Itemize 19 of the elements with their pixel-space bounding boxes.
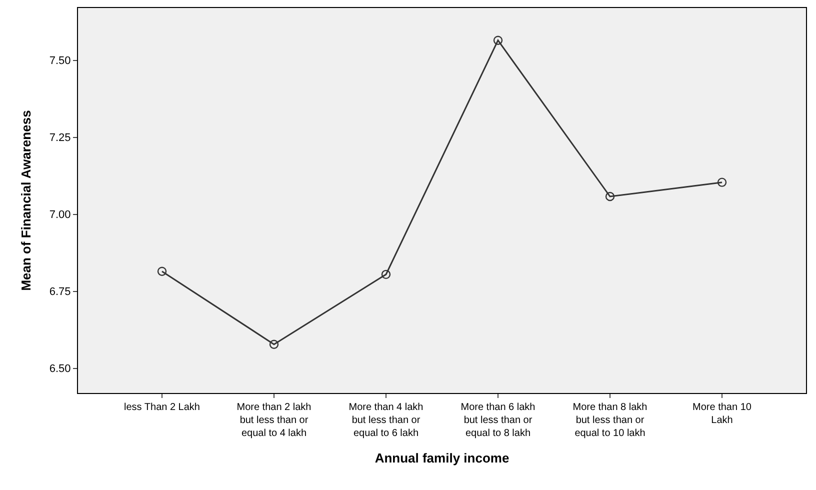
x-tick-label: More than 10 Lakh [692,402,752,426]
x-axis-title: Annual family income [374,450,510,466]
point [605,192,615,202]
x-tick-label: More than 6 lakh but less than or equal to 8 lakh [460,402,536,439]
x-tick-label: less Than 2 Lakh [124,402,200,413]
point [717,178,727,187]
point [269,340,279,349]
y-tick-label: 7.25 [49,132,71,144]
y-axis-title: Mean of Financial Awareness [18,110,34,291]
point [493,36,503,45]
point [381,270,391,280]
y-tick-label: 6.75 [49,286,71,298]
point [157,266,167,276]
y-tick-label: 7.00 [49,209,71,222]
x-tick-label: More than 2 lakh but less than or equal to 4 lakh [236,402,312,439]
y-tick-label: 6.50 [49,363,71,376]
x-tick-label: More than 4 lakh but less than or equal to 6 lakh [348,402,424,439]
x-tick-label: More than 8 lakh but less than or equal to 10 lakh [572,402,648,439]
y-tick-label: 7.50 [49,55,71,68]
